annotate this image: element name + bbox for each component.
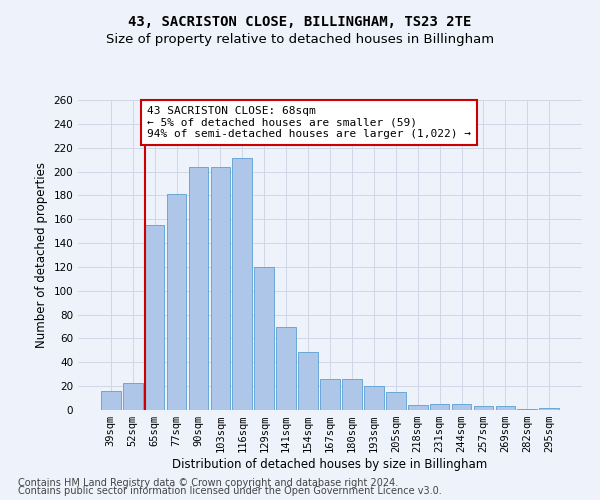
Text: Size of property relative to detached houses in Billingham: Size of property relative to detached ho… xyxy=(106,32,494,46)
Bar xyxy=(408,405,428,410)
Bar xyxy=(211,167,230,410)
Bar xyxy=(539,408,559,410)
Bar xyxy=(145,225,164,410)
Bar xyxy=(517,409,537,410)
Bar xyxy=(123,382,143,410)
Bar xyxy=(496,406,515,410)
Bar xyxy=(298,352,318,410)
Bar xyxy=(342,379,362,410)
Text: 43 SACRISTON CLOSE: 68sqm
← 5% of detached houses are smaller (59)
94% of semi-d: 43 SACRISTON CLOSE: 68sqm ← 5% of detach… xyxy=(147,106,471,139)
Bar xyxy=(364,386,384,410)
Bar xyxy=(232,158,252,410)
Bar xyxy=(473,406,493,410)
Bar xyxy=(188,167,208,410)
Bar xyxy=(276,326,296,410)
Bar xyxy=(167,194,187,410)
Bar xyxy=(101,391,121,410)
Bar xyxy=(320,379,340,410)
Text: Contains HM Land Registry data © Crown copyright and database right 2024.: Contains HM Land Registry data © Crown c… xyxy=(18,478,398,488)
Text: 43, SACRISTON CLOSE, BILLINGHAM, TS23 2TE: 43, SACRISTON CLOSE, BILLINGHAM, TS23 2T… xyxy=(128,15,472,29)
Bar xyxy=(254,267,274,410)
X-axis label: Distribution of detached houses by size in Billingham: Distribution of detached houses by size … xyxy=(172,458,488,471)
Bar xyxy=(452,404,472,410)
Y-axis label: Number of detached properties: Number of detached properties xyxy=(35,162,48,348)
Text: Contains public sector information licensed under the Open Government Licence v3: Contains public sector information licen… xyxy=(18,486,442,496)
Bar xyxy=(430,404,449,410)
Bar xyxy=(386,392,406,410)
